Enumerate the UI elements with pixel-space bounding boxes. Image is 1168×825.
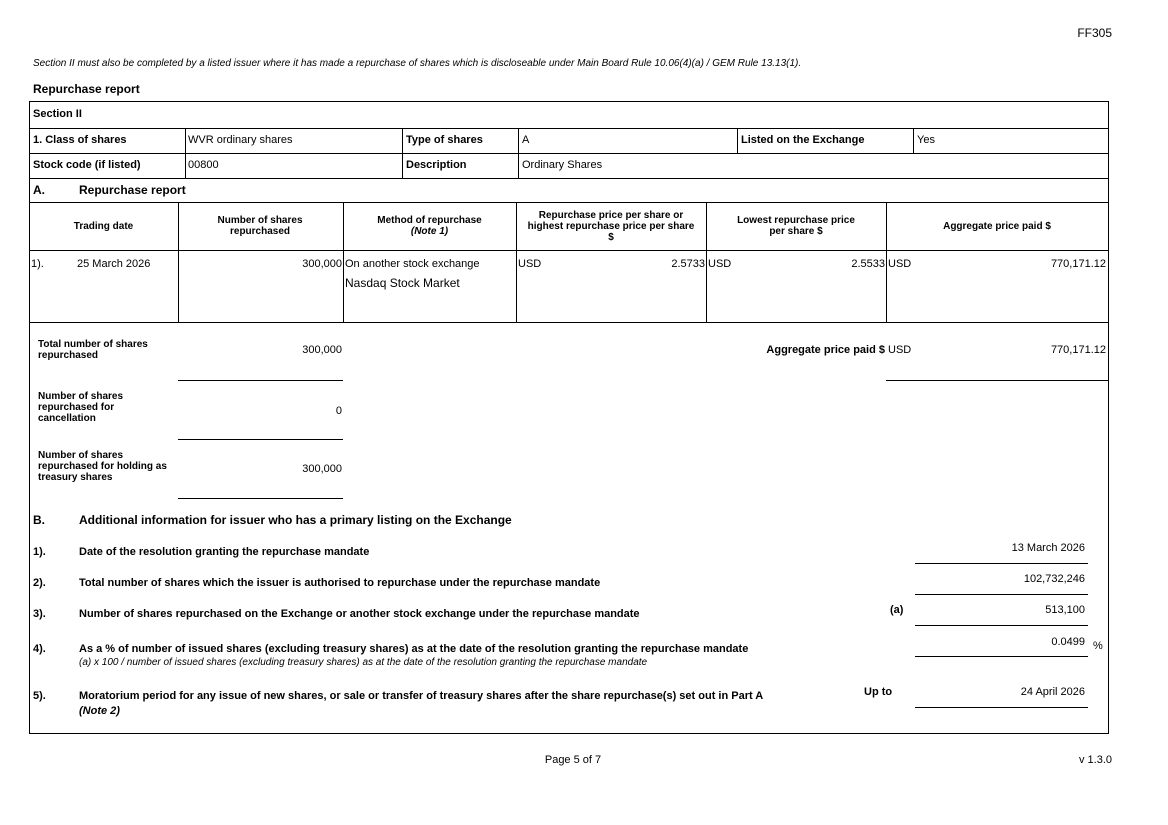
item-index: 1).	[33, 546, 46, 558]
item-index: 2).	[33, 577, 46, 589]
description-label: Description	[406, 159, 467, 171]
row-high-currency: USD	[518, 258, 542, 270]
description-value: Ordinary Shares	[522, 159, 603, 171]
form-code: FF305	[1077, 26, 1112, 40]
item-label: Date of the resolution granting the repu…	[79, 546, 370, 558]
header-lowest: Lowest repurchase price per share $	[737, 215, 855, 237]
section-box	[29, 101, 1109, 734]
listed-label: Listed on the Exchange	[741, 134, 865, 146]
page-number: Page 5 of 7	[544, 754, 602, 766]
type-value: A	[522, 134, 530, 146]
row-date: 25 March 2026	[77, 258, 151, 270]
item-index: 5).	[33, 690, 46, 702]
item-label: Number of shares repurchased on the Exch…	[79, 608, 640, 620]
stock-code-label: Stock code (if listed)	[33, 159, 141, 171]
agg-total-label: Aggregate price paid $	[766, 344, 885, 356]
header-highest: Repurchase price per share or highest re…	[527, 209, 695, 243]
part-a-title: Repurchase report	[79, 183, 186, 197]
resolution-date-value: 13 March 2026	[1011, 542, 1085, 554]
row-agg: 770,171.12	[1050, 258, 1106, 270]
item-tag: (a)	[890, 604, 904, 616]
row-agg-currency: USD	[888, 258, 912, 270]
part-a-letter: A.	[33, 183, 45, 197]
part-b-letter: B.	[33, 513, 45, 527]
class-value: WVR ordinary shares	[188, 134, 293, 146]
row-index: 1).	[31, 258, 44, 270]
header-aggregate: Aggregate price paid $	[943, 220, 1051, 232]
note-2-ref: (Note 2)	[79, 705, 120, 717]
cancel-label: Number of shares repurchased for cancell…	[38, 391, 124, 424]
intro-note: Section II must also be completed by a l…	[33, 58, 802, 69]
row-shares: 300,000	[302, 258, 342, 270]
item-sublabel: (a) x 100 / number of issued shares (exc…	[79, 657, 648, 668]
header-method: Method of repurchase (Note 1)	[343, 202, 516, 250]
row-low-currency: USD	[708, 258, 732, 270]
total-value: 300,000	[302, 344, 342, 356]
repurchased-under-mandate-value: 513,100	[1045, 604, 1085, 616]
report-title: Repurchase report	[33, 82, 140, 96]
total-label: Total number of shares repurchased	[38, 339, 148, 361]
agg-total-value: 770,171.12	[1050, 344, 1106, 356]
type-label: Type of shares	[406, 134, 483, 146]
item-index: 4).	[33, 643, 46, 655]
class-label: 1. Class of shares	[33, 134, 127, 146]
agg-total-currency: USD	[888, 344, 912, 356]
section-label: Section II	[33, 108, 82, 120]
item-label: As a % of number of issued shares (exclu…	[79, 643, 749, 655]
row-high: 2.5733	[671, 258, 705, 270]
moratorium-end-value: 24 April 2026	[1020, 686, 1085, 698]
item-label: Moratorium period for any issue of new s…	[79, 690, 764, 702]
item-index: 3).	[33, 608, 46, 620]
note-1-ref: (Note 1)	[410, 226, 449, 237]
treasury-value: 300,000	[302, 463, 342, 475]
version: v 1.3.0	[1078, 754, 1112, 766]
header-method-label: Method of repurchase	[377, 215, 482, 226]
part-b-title: Additional information for issuer who ha…	[79, 513, 512, 527]
authorised-shares-value: 102,732,246	[1023, 573, 1085, 585]
header-trading-date: Trading date	[73, 220, 134, 232]
stock-code-value: 00800	[188, 159, 219, 171]
treasury-label: Number of shares repurchased for holding…	[38, 450, 167, 483]
percentage-value: 0.0499	[1051, 636, 1085, 648]
row-method: On another stock exchange	[345, 258, 480, 270]
item-tag: Up to	[864, 686, 893, 698]
row-exchange: Nasdaq Stock Market	[345, 276, 460, 290]
listed-value: Yes	[917, 134, 935, 146]
header-number: Number of shares repurchased	[217, 215, 303, 237]
item-label: Total number of shares which the issuer …	[79, 577, 601, 589]
cancel-value: 0	[335, 405, 342, 417]
percent-unit: %	[1093, 640, 1103, 652]
row-low: 2.5533	[851, 258, 885, 270]
